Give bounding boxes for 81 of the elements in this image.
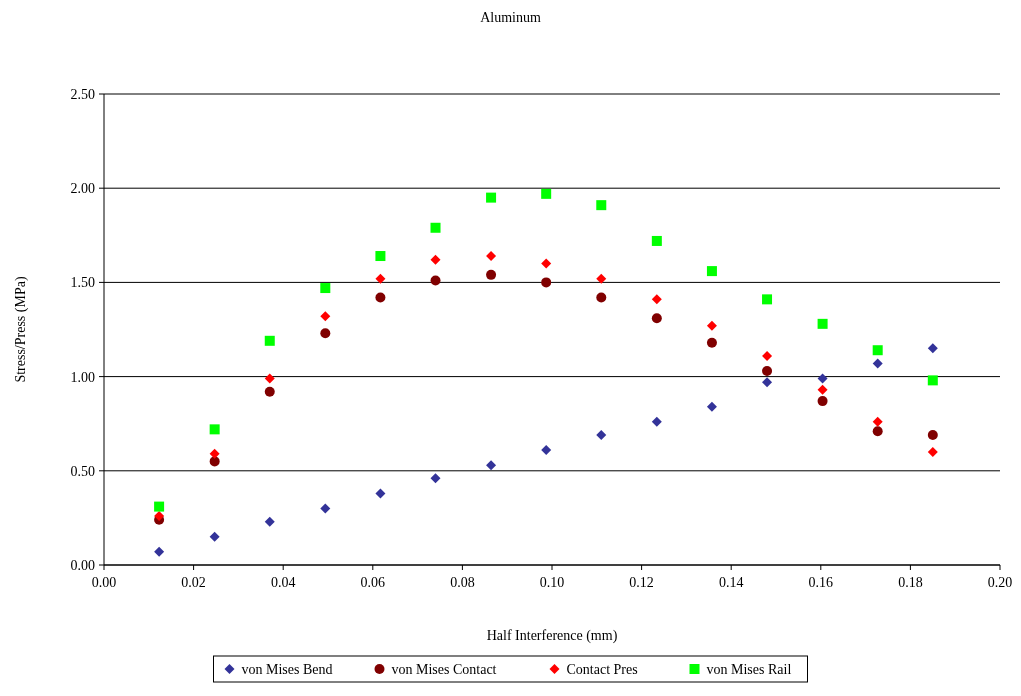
legend-label: von Mises Contact (391, 661, 497, 677)
point (154, 546, 165, 557)
point (486, 192, 497, 203)
y-tick-label: 2.00 (70, 181, 95, 197)
x-tick-label: 0.08 (450, 575, 475, 590)
point (320, 503, 331, 514)
point (486, 269, 497, 280)
point (209, 531, 220, 542)
point (651, 416, 662, 427)
point (209, 448, 220, 459)
x-tick-label: 0.16 (808, 575, 834, 590)
point (651, 235, 662, 246)
point (872, 426, 883, 437)
point (430, 254, 441, 265)
x-tick-label: 0.06 (360, 575, 386, 590)
point (541, 277, 552, 288)
point (706, 337, 717, 348)
point (541, 258, 552, 269)
y-tick-label: 0.00 (70, 557, 95, 573)
point (320, 311, 331, 322)
x-tick-label: 0.20 (987, 575, 1013, 590)
x-tick-label: 0.12 (629, 575, 654, 590)
point (375, 251, 386, 262)
point (817, 318, 828, 329)
point (762, 365, 773, 376)
point (762, 350, 773, 361)
point (375, 488, 386, 499)
x-tick-label: 0.00 (91, 575, 117, 590)
point (486, 460, 497, 471)
legend-label: von Mises Bend (241, 661, 333, 677)
y-tick-label: 1.50 (70, 275, 95, 291)
point (596, 430, 607, 440)
point (872, 416, 883, 427)
point (872, 345, 883, 356)
x-axis-title: Half Interference (mm) (486, 628, 618, 644)
point (927, 430, 938, 440)
y-tick-label: 2.50 (70, 86, 95, 102)
x-tick-label: 0.02 (181, 575, 206, 590)
point (154, 501, 165, 512)
point (817, 384, 828, 395)
point (375, 292, 386, 303)
x-tick-label: 0.14 (718, 575, 744, 590)
point (762, 294, 773, 305)
y-axis-title: Stress/Press (MPa) (13, 276, 29, 383)
point (541, 445, 552, 456)
point (927, 343, 938, 354)
point (541, 188, 552, 199)
point (817, 396, 828, 407)
y-tick-label: 0.50 (70, 463, 95, 479)
point (486, 251, 497, 262)
chart-title: Aluminum (480, 10, 541, 25)
point (264, 335, 275, 346)
point (651, 294, 662, 305)
point (596, 200, 607, 211)
x-tick-label: 0.18 (898, 575, 923, 590)
point (320, 283, 331, 294)
point (706, 401, 717, 412)
x-tick-label: 0.10 (539, 575, 565, 590)
point (651, 313, 662, 324)
point (209, 424, 220, 435)
point (430, 275, 441, 286)
point (927, 446, 938, 457)
point (706, 320, 717, 331)
y-tick-label: 1.00 (70, 369, 95, 385)
point (762, 377, 773, 388)
point (706, 266, 717, 277)
point (872, 358, 883, 369)
point (375, 273, 386, 284)
point (264, 516, 275, 527)
point (264, 373, 275, 384)
point (927, 375, 938, 386)
point (430, 222, 441, 233)
point (264, 386, 275, 397)
point (430, 473, 441, 484)
point (320, 328, 331, 339)
point (817, 373, 828, 384)
point (596, 273, 607, 284)
legend-label: Contact Pres (566, 661, 638, 677)
legend-label: von Mises Rail (706, 661, 792, 677)
point (596, 292, 607, 303)
x-tick-label: 0.04 (270, 575, 296, 590)
